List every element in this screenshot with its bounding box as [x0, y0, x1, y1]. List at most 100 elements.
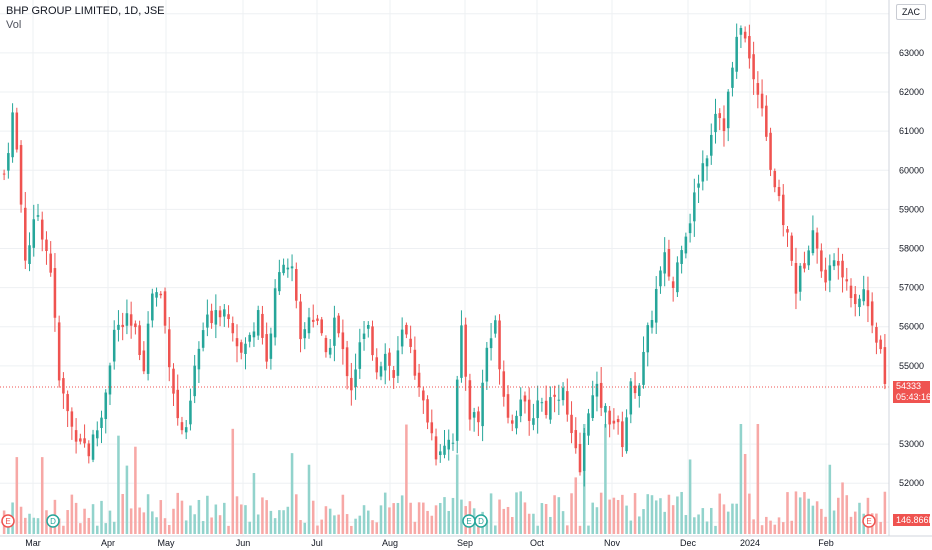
volume-bar — [773, 524, 777, 534]
price-tick-label: 62000 — [899, 87, 924, 97]
candle-body — [223, 309, 226, 317]
volume-bar — [845, 495, 849, 534]
candle-body — [760, 93, 764, 109]
volume-bar — [24, 517, 27, 534]
volume-bar — [83, 508, 86, 534]
volume-bar — [316, 525, 319, 534]
volume-bar — [828, 464, 832, 534]
volume-bar — [57, 518, 61, 534]
candle-body — [853, 294, 857, 305]
candle-body — [438, 451, 442, 456]
volume-bar — [680, 491, 683, 534]
candle-body — [786, 229, 789, 233]
volume-bar — [455, 454, 459, 534]
volume-bar — [849, 516, 853, 534]
volume-bar — [15, 457, 19, 534]
volume-bar — [650, 495, 654, 534]
candle-body — [519, 399, 522, 417]
volume-bar — [392, 503, 395, 534]
candle-body — [705, 158, 709, 167]
volume-bar — [354, 518, 357, 534]
volume-bar — [79, 523, 82, 534]
volume-bar — [701, 508, 705, 534]
volume-bar — [176, 492, 179, 534]
volume-bar — [201, 521, 205, 534]
candle-body — [544, 400, 548, 415]
volume-bar — [108, 510, 112, 534]
candle-body — [688, 223, 692, 234]
volume-bar — [599, 492, 603, 534]
candle-body — [74, 430, 78, 442]
volume-bar — [307, 464, 311, 534]
price-tick-label: 59000 — [899, 204, 924, 214]
candle-body — [633, 385, 637, 394]
volume-bar — [760, 525, 764, 534]
candle-body — [299, 301, 302, 340]
candle-body — [189, 400, 192, 425]
volume-bar — [710, 507, 713, 534]
candle-body — [722, 118, 726, 132]
candle-body — [379, 366, 383, 377]
volume-bar — [265, 500, 268, 534]
volume-bar — [396, 502, 400, 534]
volume-bar — [125, 465, 129, 534]
candle-body — [159, 293, 163, 296]
volume-bar — [434, 505, 438, 534]
candle-body — [388, 352, 391, 366]
volume-bar — [383, 492, 387, 534]
candle-body — [261, 313, 264, 338]
volume-legend[interactable]: Vol — [6, 19, 22, 31]
volume-bar — [184, 520, 188, 534]
candle-body — [176, 389, 179, 419]
volume-bar — [36, 518, 40, 534]
candle-body — [49, 253, 52, 273]
candle-body — [19, 145, 23, 205]
candle-body — [756, 83, 760, 95]
candle-body — [523, 395, 527, 402]
candle-body — [532, 418, 535, 425]
candle-body — [536, 400, 539, 419]
candle-body — [155, 292, 158, 298]
earnings-icon[interactable]: E — [1, 514, 15, 528]
candle-body — [358, 342, 362, 369]
volume-bar — [616, 500, 620, 534]
dividend-icon[interactable]: D — [474, 514, 488, 528]
volume-bar — [451, 497, 455, 534]
volume-bar — [375, 522, 379, 534]
price-tick-label: 55000 — [899, 361, 924, 371]
currency-badge[interactable]: ZAC — [896, 4, 926, 20]
volume-bar — [489, 493, 493, 534]
candle-body — [608, 410, 611, 425]
volume-bar — [574, 477, 578, 534]
candle-body — [239, 342, 243, 353]
candle-body — [701, 163, 705, 182]
volume-bar — [663, 511, 666, 534]
candle-body — [151, 293, 154, 321]
earnings-icon[interactable]: E — [862, 514, 876, 528]
volume-bar — [96, 525, 99, 534]
volume-bar — [798, 497, 802, 534]
candle-body — [803, 263, 806, 269]
volume-bar — [688, 459, 692, 534]
volume-bar — [261, 497, 264, 534]
volume-bar — [303, 522, 307, 534]
volume-bar — [155, 517, 158, 534]
volume-bar — [824, 516, 827, 534]
candle-body — [515, 415, 518, 429]
candle-body — [654, 288, 658, 323]
candle-body — [604, 405, 607, 413]
symbol-title[interactable]: BHP GROUP LIMITED, 1D, JSE — [6, 5, 165, 17]
volume-bar — [214, 504, 218, 534]
volume-bar — [608, 499, 611, 534]
candle-body — [638, 385, 641, 396]
volume-bar — [879, 521, 882, 534]
dividend-icon[interactable]: D — [46, 514, 60, 528]
candle-body — [862, 289, 865, 302]
volume-bar — [705, 521, 709, 534]
earnings-icon[interactable]: E — [462, 514, 476, 528]
candle-body — [167, 329, 171, 368]
candle-body — [409, 338, 412, 347]
candle-body — [464, 324, 467, 377]
candle-body — [731, 67, 734, 88]
